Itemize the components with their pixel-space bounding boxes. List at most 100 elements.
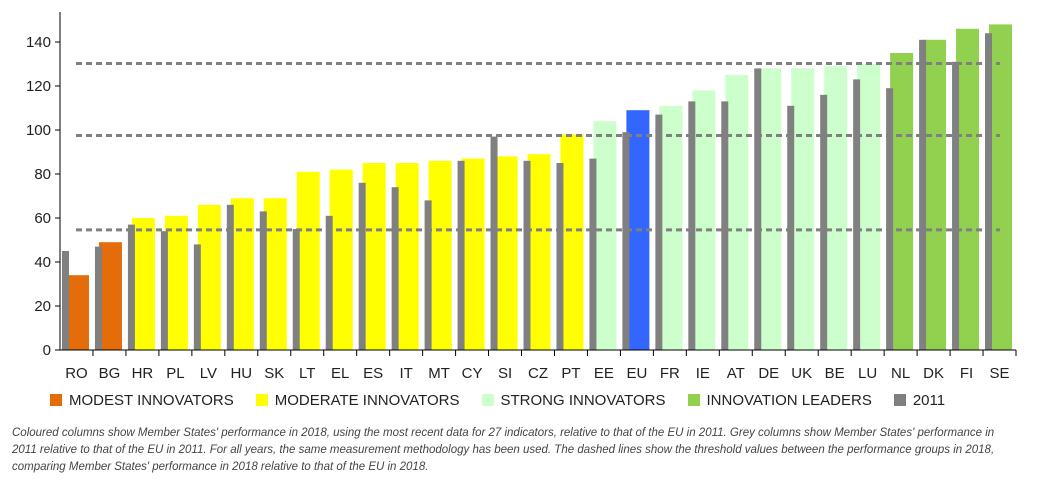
bar-2011 <box>589 158 597 350</box>
y-tick-label: 140 <box>26 34 51 51</box>
bar-2018 <box>890 53 914 350</box>
bar-chart: 0 20 40 60 80 100 120 140 RO BG HR PL LV HU SK LT EL ES IT… <box>26 12 1017 382</box>
bar-2011 <box>127 224 135 350</box>
bar-2011 <box>787 105 795 350</box>
x-tick-label: ES <box>363 365 383 382</box>
bar-2011 <box>193 244 201 350</box>
legend-label: STRONG INNOVATORS <box>500 391 666 409</box>
y-tick-label: 20 <box>34 298 51 315</box>
x-tick-label: IT <box>399 365 412 382</box>
bar-2018 <box>296 171 320 350</box>
bar-2011 <box>490 136 498 350</box>
bar-2018 <box>923 39 947 351</box>
y-tick-label: 120 <box>26 78 51 95</box>
bar-2011 <box>226 204 234 350</box>
bar-2018 <box>98 242 122 350</box>
legend-swatch <box>50 394 62 406</box>
x-tick-label: AT <box>727 365 745 382</box>
x-tick-label: BE <box>825 365 845 382</box>
bar-2018 <box>791 68 815 351</box>
bar-2018 <box>329 169 353 350</box>
legend-swatch <box>687 394 700 406</box>
legend-label: INNOVATION LEADERS <box>706 391 872 409</box>
x-tick-label: LU <box>858 365 877 382</box>
bar-2011 <box>457 160 465 350</box>
bar-2011 <box>391 187 399 350</box>
bar-2011 <box>886 88 894 350</box>
x-tick-label: HU <box>230 365 252 382</box>
x-tick-label: EL <box>331 365 349 382</box>
bar-2011 <box>523 160 531 350</box>
bar-2018 <box>989 24 1013 351</box>
bar-2011 <box>919 39 927 351</box>
bar-2011 <box>754 68 762 351</box>
legend-label: 2011 <box>912 391 946 409</box>
bar-2011 <box>556 163 564 350</box>
legend-item: MODEST INNOVATORS <box>50 392 234 409</box>
x-tick-label: MT <box>428 365 450 382</box>
y-tick-label: 80 <box>34 166 51 183</box>
x-tick-label: PL <box>166 365 184 382</box>
bar-2011 <box>655 114 663 350</box>
y-tick-label: 100 <box>26 122 51 139</box>
x-tick-label: FR <box>660 365 680 382</box>
x-tick-label: RO <box>65 365 88 382</box>
x-tick-label: LT <box>299 365 315 382</box>
chart-legend: MODEST INNOVATORS MODERATE INNOVATORS STRO… <box>50 389 967 411</box>
chart-caption: Coloured columns show Member States' per… <box>12 427 995 473</box>
bar-2018 <box>362 163 386 350</box>
legend-swatch <box>893 394 906 406</box>
x-tick-label: BG <box>99 365 121 382</box>
x-tick-label: CY <box>462 365 483 382</box>
legend-swatch <box>255 394 268 406</box>
legend-item: MODERATE INNOVATORS <box>255 391 460 409</box>
bar-2018 <box>230 198 254 350</box>
bar-2018 <box>956 28 980 351</box>
bar-2011 <box>358 182 366 350</box>
legend-item: 2011 <box>893 391 946 409</box>
bar-2018 <box>824 66 848 350</box>
x-tick-label: SI <box>498 365 512 382</box>
bar-2018 <box>527 154 551 350</box>
legend-label: MODERATE INNOVATORS <box>274 391 460 409</box>
legend-swatch <box>481 394 494 406</box>
x-tick-label: SK <box>264 365 284 382</box>
y-tick-label: 60 <box>34 210 51 227</box>
bar-2018 <box>593 121 617 350</box>
bar-2018 <box>659 105 683 350</box>
bar-2018 <box>725 75 749 350</box>
y-tick-label: 40 <box>34 254 51 271</box>
x-tick-label: EE <box>594 365 614 382</box>
x-tick-label: NL <box>891 365 910 382</box>
bar-2011 <box>622 132 630 350</box>
bar-2011 <box>259 211 267 350</box>
legend-item: INNOVATION LEADERS <box>687 391 872 409</box>
bar-2011 <box>853 79 861 351</box>
bar-2011 <box>61 251 69 350</box>
x-tick-label: FI <box>960 365 973 382</box>
bar-2011 <box>820 94 828 350</box>
legend-label: MODEST INNOVATORS <box>69 391 234 409</box>
bar-2018 <box>131 218 155 350</box>
bar-2018 <box>692 90 716 351</box>
bar-2018 <box>494 156 518 350</box>
bar-2018 <box>263 198 287 350</box>
x-tick-label: UK <box>791 365 812 382</box>
y-tick-label: 0 <box>43 342 51 359</box>
x-tick-label: DE <box>758 365 779 382</box>
bar-2011 <box>721 101 729 351</box>
x-tick-label: PT <box>561 365 580 382</box>
x-tick-label: CZ <box>528 365 548 382</box>
bar-2018 <box>758 68 782 351</box>
bar-2011 <box>94 246 102 350</box>
bar-2018 <box>461 158 485 350</box>
bar-2011 <box>325 215 333 350</box>
legend-item: STRONG INNOVATORS <box>481 391 666 409</box>
bar-2018 <box>560 134 584 350</box>
x-tick-label: SE <box>990 365 1010 382</box>
bar-2018 <box>857 64 881 350</box>
bar-2011 <box>985 33 993 350</box>
bar-2011 <box>160 231 168 350</box>
bar-2018 <box>428 160 452 350</box>
bar-2011 <box>688 101 696 351</box>
